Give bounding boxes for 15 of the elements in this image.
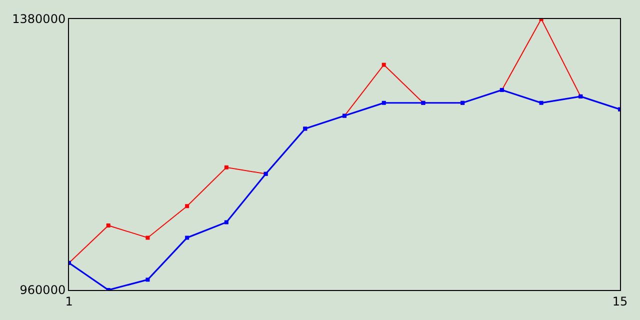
y-tick-label: 1380000 <box>12 12 66 26</box>
point <box>539 100 544 105</box>
point <box>382 100 386 105</box>
x-tick-label: 15 <box>612 294 628 308</box>
point <box>185 236 190 240</box>
point <box>224 165 228 170</box>
x-tick-label: 1 <box>65 294 73 308</box>
point <box>146 236 150 240</box>
point <box>146 278 150 282</box>
y-tick-label: 960000 <box>20 283 66 298</box>
point <box>382 62 386 67</box>
point <box>185 204 190 208</box>
line-series <box>69 88 620 290</box>
point <box>224 220 228 224</box>
point <box>106 223 110 228</box>
